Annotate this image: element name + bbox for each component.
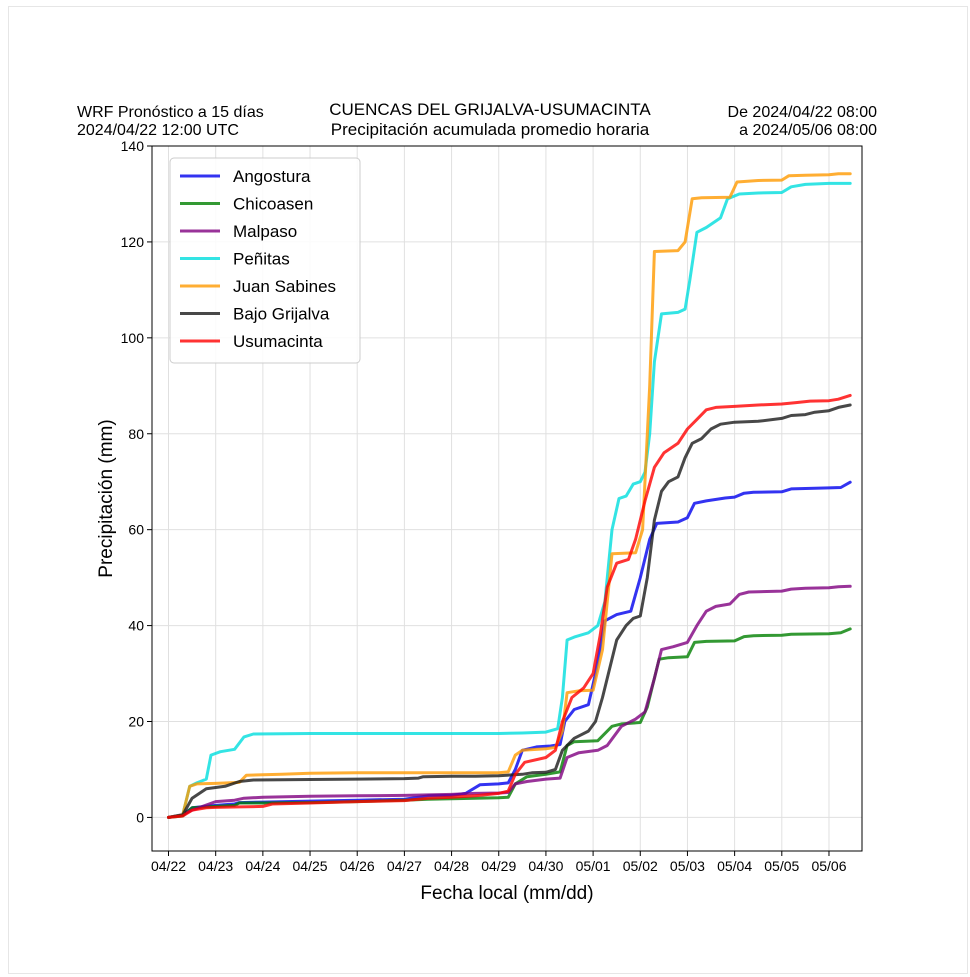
plot-frame — [151, 145, 863, 852]
legend-label: Peñitas — [233, 250, 290, 269]
x-tick-label: 05/06 — [811, 858, 846, 874]
y-tick-label: 140 — [121, 138, 145, 154]
forecast-info: WRF Pronóstico a 15 días 2024/04/22 12:0… — [77, 104, 264, 140]
x-tick-label: 04/26 — [340, 858, 375, 874]
x-tick-label: 05/05 — [764, 858, 799, 874]
x-tick-label: 04/30 — [528, 858, 563, 874]
x-tick-label: 04/27 — [387, 858, 422, 874]
forecast-title: WRF Pronóstico a 15 días — [77, 104, 264, 121]
period-info: De 2024/04/22 08:00 a 2024/05/06 08:00 — [728, 104, 877, 140]
figure-frame — [8, 6, 968, 974]
y-axis-ticks: 0 20 40 60 80 100 120 140 — [121, 138, 152, 825]
legend-label: Bajo Grijalva — [233, 305, 330, 324]
legend-label: Usumacinta — [233, 332, 323, 351]
x-tick-label: 04/25 — [293, 858, 328, 874]
series-line-peñitas — [167, 181, 852, 819]
y-tick-label: 100 — [121, 330, 145, 346]
series-line-malpaso — [167, 584, 852, 819]
chart-title-block: CUENCAS DEL GRIJALVA-USUMACINTA Precipit… — [300, 100, 680, 140]
legend: Angostura Chicoasen Malpaso Peñitas Juan Sab… — [169, 157, 361, 364]
series-lines — [167, 172, 852, 819]
x-tick-label: 05/04 — [717, 858, 752, 874]
x-tick-label: 04/29 — [481, 858, 516, 874]
chart-title: CUENCAS DEL GRIJALVA-USUMACINTA — [329, 100, 651, 119]
y-tick-label: 60 — [128, 522, 144, 538]
series-line-bajo-grijalva — [167, 403, 852, 819]
legend-label: Juan Sabines — [233, 277, 336, 296]
forecast-run-time: 2024/04/22 12:00 UTC — [77, 122, 239, 139]
y-tick-label: 0 — [136, 809, 144, 825]
period-start: De 2024/04/22 08:00 — [727, 104, 877, 121]
x-tick-label: 04/24 — [245, 858, 280, 874]
y-tick-label: 120 — [121, 234, 145, 250]
x-axis-ticks: 04/22 04/23 04/24 04/25 04/26 04/27 04/28 04/29… — [151, 851, 847, 874]
x-tick-label: 04/28 — [434, 858, 469, 874]
period-end: a 2024/05/06 08:00 — [739, 122, 877, 139]
y-tick-label: 80 — [128, 426, 144, 442]
legend-label: Angostura — [233, 167, 311, 186]
series-line-juan-sabines — [167, 172, 852, 819]
x-axis-label: Fecha local (mm/dd) — [420, 883, 593, 904]
x-tick-label: 04/22 — [151, 858, 186, 874]
y-tick-label: 20 — [128, 714, 144, 730]
x-tick-label: 05/02 — [623, 858, 658, 874]
legend-box — [169, 157, 361, 364]
series-line-usumacinta — [167, 393, 852, 819]
y-axis-label: Precipitación (mm) — [96, 419, 117, 577]
x-tick-label: 05/01 — [576, 858, 611, 874]
y-tick-label: 40 — [128, 618, 144, 634]
legend-label: Malpaso — [233, 222, 297, 241]
x-tick-label: 05/03 — [670, 858, 705, 874]
x-tick-label: 04/23 — [198, 858, 233, 874]
chart-subtitle: Precipitación acumulada promedio horaria — [330, 120, 650, 139]
legend-label: Chicoasen — [233, 195, 313, 214]
